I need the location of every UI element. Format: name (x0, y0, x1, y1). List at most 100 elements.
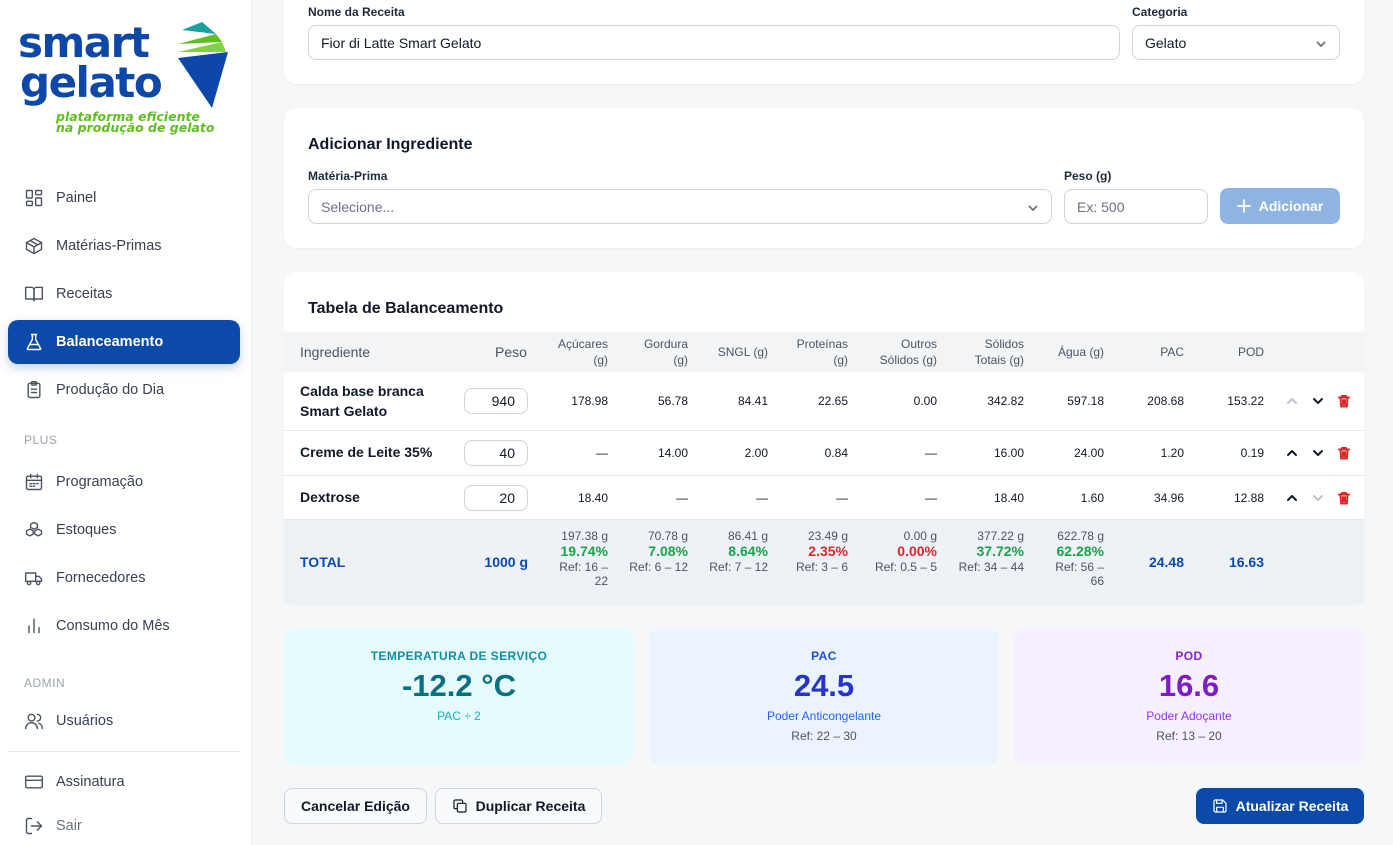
material-select[interactable]: Selecione... (308, 189, 1052, 224)
move-up-icon[interactable] (1285, 446, 1299, 460)
clipboard-icon (24, 380, 44, 400)
stat-subtitle: Poder Adoçante (1146, 709, 1232, 723)
sidebar-item-label: Assinatura (56, 774, 125, 790)
weight-label: Peso (g) (1064, 169, 1112, 183)
th-ingredient: Ingrediente (300, 344, 371, 360)
sidebar-item-balanceamento[interactable]: Balanceamento (8, 320, 240, 364)
total-protein-pct: 2.35% (808, 543, 848, 559)
weight-field[interactable]: 20 (464, 485, 528, 511)
sidebar-item-estoques[interactable]: Estoques (8, 508, 240, 552)
cell-sngl: 84.41 (737, 394, 768, 408)
th-fat-line2: (g) (673, 353, 688, 367)
th-sugars: Açúcares (g) (558, 336, 608, 368)
sidebar-item-label: Fornecedores (56, 570, 146, 586)
total-sugars-pct: 19.74% (560, 543, 608, 559)
total-sugars: 197.38 g 19.74% Ref: 16 – 22 (538, 529, 608, 588)
sidebar-item-programacao[interactable]: Programação (8, 460, 240, 504)
move-up-icon[interactable] (1285, 491, 1299, 505)
th-sugars-line1: Açúcares (557, 337, 608, 351)
add-ingredient-card: Adicionar Ingrediente Matéria-Prima Sele… (284, 108, 1364, 248)
material-placeholder: Selecione... (321, 198, 395, 215)
weight-field[interactable]: 940 (464, 388, 528, 414)
move-up-icon[interactable] (1285, 394, 1299, 408)
service-temperature-card: TEMPERATURA DE SERVIÇO -12.2 °C PAC ÷ 2 (284, 628, 634, 765)
sidebar-item-receitas[interactable]: Receitas (8, 272, 240, 316)
trash-icon[interactable] (1337, 491, 1351, 505)
total-water-grams: 622.78 g (1057, 529, 1104, 543)
flask-icon (24, 332, 44, 352)
logout-icon (24, 816, 44, 836)
credit-card-icon (24, 772, 44, 792)
cancel-edit-button[interactable]: Cancelar Edição (284, 788, 427, 824)
sidebar-item-usuarios[interactable]: Usuários (8, 699, 240, 743)
cell-pod: 153.22 (1227, 394, 1264, 408)
cell-other-solids: — (925, 491, 937, 505)
sidebar-item-painel[interactable]: Painel (8, 176, 240, 220)
brand-logo[interactable]: smart gelato plataforma eficiente na pro… (18, 20, 232, 140)
th-protein-line2: (g) (833, 353, 848, 367)
cell-fat: — (676, 491, 688, 505)
add-button-label: Adicionar (1258, 198, 1324, 214)
cell-total-solids: 18.40 (993, 491, 1024, 505)
boxes-icon (24, 520, 44, 540)
cell-other-solids: 0.00 (913, 394, 937, 408)
total-weight: 1000 g (484, 554, 528, 570)
sidebar-item-sair[interactable]: Sair (8, 804, 240, 845)
cell-sngl: — (756, 491, 768, 505)
balance-table-title: Tabela de Balanceamento (308, 300, 504, 317)
cell-pac: 1.20 (1160, 446, 1184, 460)
th-fat-line1: Gordura (643, 337, 688, 351)
grid-icon (24, 188, 44, 208)
add-ingredient-button[interactable]: Adicionar (1220, 188, 1340, 224)
move-down-icon[interactable] (1311, 491, 1325, 505)
category-select[interactable]: Gelato (1132, 25, 1340, 60)
calendar-icon (24, 472, 44, 492)
sidebar-item-label: Estoques (56, 522, 117, 538)
sidebar-item-producao-do-dia[interactable]: Produção do Dia (8, 368, 240, 412)
duplicate-recipe-button[interactable]: Duplicar Receita (435, 788, 602, 824)
cell-sugars: 18.40 (577, 491, 608, 505)
sidebar-item-fornecedores[interactable]: Fornecedores (8, 556, 240, 600)
cell-pac: 208.68 (1147, 394, 1184, 408)
total-protein-ref: Ref: 3 – 6 (795, 560, 848, 574)
weight-input[interactable]: Ex: 500 (1064, 189, 1208, 224)
stat-title: PAC (811, 649, 837, 663)
move-down-icon[interactable] (1311, 446, 1325, 460)
cell-protein: 22.65 (817, 394, 848, 408)
gelato-cone-icon (178, 22, 228, 108)
move-down-icon[interactable] (1311, 394, 1325, 408)
sidebar-item-label: Matérias-Primas (56, 238, 162, 254)
total-sugars-grams: 197.38 g (561, 529, 608, 543)
save-icon (1212, 799, 1227, 813)
chevron-down-icon (1027, 201, 1039, 213)
logo-word-gelato: gelato (20, 58, 163, 107)
total-fat: 70.78 g 7.08% Ref: 6 – 12 (608, 529, 688, 574)
update-recipe-button[interactable]: Atualizar Receita (1196, 788, 1364, 824)
section-label-admin: ADMIN (24, 676, 66, 690)
logo-tagline-line2: na produção de gelato (56, 120, 215, 135)
ingredient-name: Dextrose (300, 489, 360, 505)
cell-total-solids: 16.00 (993, 446, 1024, 460)
stat-value: -12.2 °C (401, 668, 517, 703)
cell-protein: — (836, 491, 848, 505)
th-other-solids: Outros Sólidos (g) (880, 336, 937, 368)
sidebar-item-materias-primas[interactable]: Matérias-Primas (8, 224, 240, 268)
sidebar-item-assinatura[interactable]: Assinatura (8, 760, 240, 804)
cell-other-solids: — (925, 446, 937, 460)
stat-subtitle: Poder Anticongelante (766, 709, 882, 723)
ingredient-name-line2: Smart Gelato (300, 403, 388, 419)
th-solids-line2: Totais (g) (974, 353, 1024, 367)
table-row: Dextrose 20 18.40 — — — — 18.40 1.60 34.… (284, 475, 1364, 519)
table-total-row: TOTAL 1000 g 197.38 g 19.74% Ref: 16 – 2… (284, 519, 1364, 604)
recipe-name-input[interactable]: Fior di Latte Smart Gelato (308, 25, 1120, 60)
total-solids-grams: 377.22 g (977, 529, 1024, 543)
sidebar-item-consumo-do-mes[interactable]: Consumo do Mês (8, 604, 240, 648)
stat-ref: Ref: 13 – 20 (1156, 729, 1222, 743)
logo-tagline-line1: plataforma eficiente (56, 109, 200, 124)
trash-icon[interactable] (1337, 446, 1351, 460)
total-sugars-ref-cont: 22 (594, 574, 608, 588)
sidebar-item-label: Usuários (56, 713, 114, 729)
weight-field[interactable]: 40 (464, 440, 528, 466)
pod-card: POD 16.6 Poder Adoçante Ref: 13 – 20 (1014, 628, 1364, 765)
trash-icon[interactable] (1337, 394, 1351, 408)
